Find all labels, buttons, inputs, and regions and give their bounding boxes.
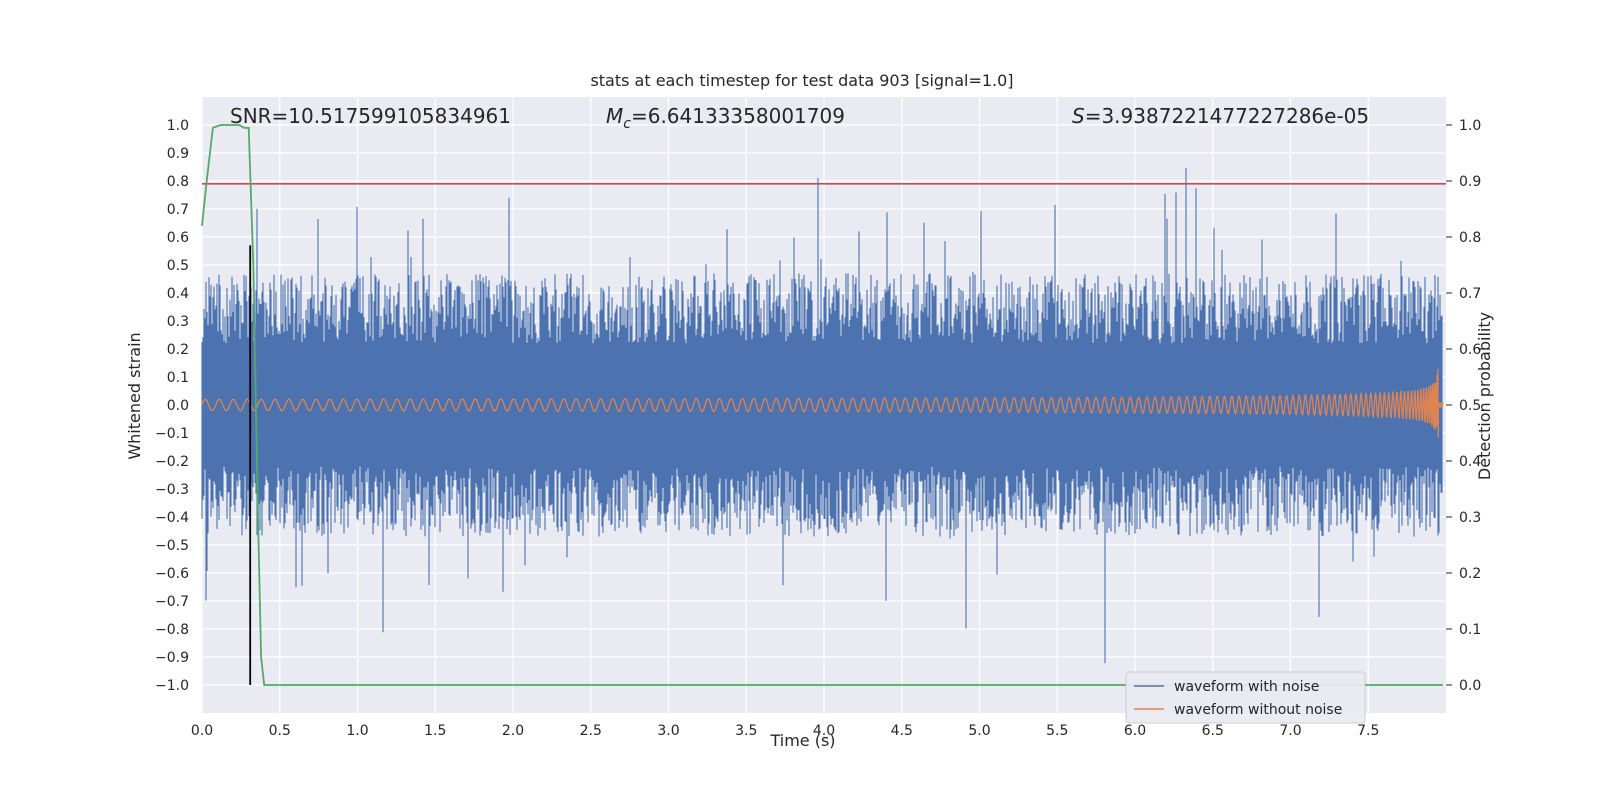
y-left-tick-label: −0.1	[155, 426, 189, 442]
detection-probability-line	[201, 124, 1443, 686]
noisy-waveform-path	[201, 167, 1443, 664]
y-left-tick-label: 0.3	[167, 314, 189, 330]
x-tick-label: 6.5	[1202, 723, 1224, 739]
y-left-tick-label: −0.9	[155, 650, 189, 666]
y-left-tick-label: −0.3	[155, 482, 189, 498]
y-left-tick-label: 0.6	[167, 230, 189, 246]
chirp-mass-value: =6.64133358001709	[631, 104, 845, 128]
y-left-tick-label: 0.4	[167, 286, 189, 302]
legend-label-clean: waveform without noise	[1174, 702, 1342, 718]
y-left-tick-label: −0.6	[155, 566, 189, 582]
y-right-tick-label: 0.4	[1459, 454, 1481, 470]
y-left-tick-label: 0.7	[167, 202, 189, 218]
y-right-tick-label: 0.6	[1459, 342, 1481, 358]
clean-waveform-path	[201, 368, 1444, 438]
y-left-axis-ticks: 1.0 0.9 0.8 0.7 0.6 0.5 0.4 0.3 0.2 0.1 0.0 −0.1 −0.…	[155, 118, 189, 694]
chirp-mass-symbol: M	[606, 104, 623, 128]
chart-title: stats at each timestep for test data 903…	[590, 71, 1013, 90]
x-tick-label: 4.0	[813, 723, 835, 739]
chirp-mass-annotation: Mc=6.64133358001709	[606, 104, 845, 132]
x-tick-label: 3.0	[657, 723, 679, 739]
x-tick-label: 6.0	[1124, 723, 1146, 739]
x-tick-label: 3.5	[735, 723, 757, 739]
y-left-tick-label: −0.4	[155, 510, 189, 526]
y-right-tick-label: 0.0	[1459, 678, 1481, 694]
x-tick-label: 4.5	[891, 723, 913, 739]
legend-box	[1125, 671, 1366, 724]
y-right-axis-ticks: 1.0 0.9 0.8 0.7 0.6 0.5 0.4 0.3 0.2 0.1 0.0	[1446, 118, 1481, 694]
y-left-axis-label: Whitened strain	[125, 332, 144, 459]
x-tick-label: 7.0	[1279, 723, 1301, 739]
x-tick-label: 7.5	[1357, 723, 1379, 739]
x-tick-label: 2.0	[502, 723, 524, 739]
y-left-tick-label: 0.2	[167, 342, 189, 358]
y-left-tick-label: −0.7	[155, 594, 189, 610]
x-tick-label: 0.0	[191, 723, 213, 739]
y-left-tick-label: −0.5	[155, 538, 189, 554]
y-right-tick-label: 0.1	[1459, 622, 1481, 638]
snr-annotation: SNR=10.517599105834961	[230, 104, 511, 128]
y-right-axis-label: Detection probability	[1475, 312, 1494, 480]
y-right-tick-label: 0.2	[1459, 566, 1481, 582]
s-annotation: S=3.9387221477227286e-05	[1072, 104, 1369, 128]
x-tick-label: 1.0	[346, 723, 368, 739]
y-left-tick-label: 0.9	[167, 146, 189, 162]
x-tick-label: 5.0	[968, 723, 990, 739]
y-right-tick-label: 0.3	[1459, 510, 1481, 526]
s-value: =3.9387221477227286e-05	[1085, 104, 1369, 128]
y-right-tick-label: 0.8	[1459, 230, 1481, 246]
x-axis-label: Time (s)	[769, 731, 835, 750]
legend-label-noisy: waveform with noise	[1174, 679, 1319, 695]
waveform-with-noise-series	[201, 167, 1443, 664]
y-right-tick-label: 0.9	[1459, 174, 1481, 190]
y-left-tick-label: −1.0	[155, 678, 189, 694]
y-right-tick-label: 0.5	[1459, 398, 1481, 414]
y-left-tick-label: 1.0	[167, 118, 189, 134]
y-left-tick-label: −0.2	[155, 454, 189, 470]
y-left-tick-label: 0.8	[167, 174, 189, 190]
legend: waveform with noise waveform without noi…	[1125, 671, 1366, 724]
y-left-tick-label: 0.0	[167, 398, 189, 414]
y-left-tick-label: −0.8	[155, 622, 189, 638]
x-axis-ticks: 0.0 0.5 1.0 1.5 2.0 2.5 3.0 3.5 4.0 4.5 5.0 5.5 6.0 6…	[191, 723, 1380, 739]
plot-series	[201, 124, 1446, 686]
chirp-mass-subscript: c	[623, 116, 631, 132]
s-symbol: S	[1072, 104, 1085, 128]
y-right-tick-label: 1.0	[1459, 118, 1481, 134]
y-left-tick-label: 0.1	[167, 370, 189, 386]
x-tick-label: 1.5	[424, 723, 446, 739]
x-tick-label: 0.5	[269, 723, 291, 739]
waveform-without-noise-series	[201, 368, 1444, 438]
x-tick-label: 5.5	[1046, 723, 1068, 739]
x-tick-label: 2.5	[580, 723, 602, 739]
y-left-tick-label: 0.5	[167, 258, 189, 274]
y-right-tick-label: 0.7	[1459, 286, 1481, 302]
